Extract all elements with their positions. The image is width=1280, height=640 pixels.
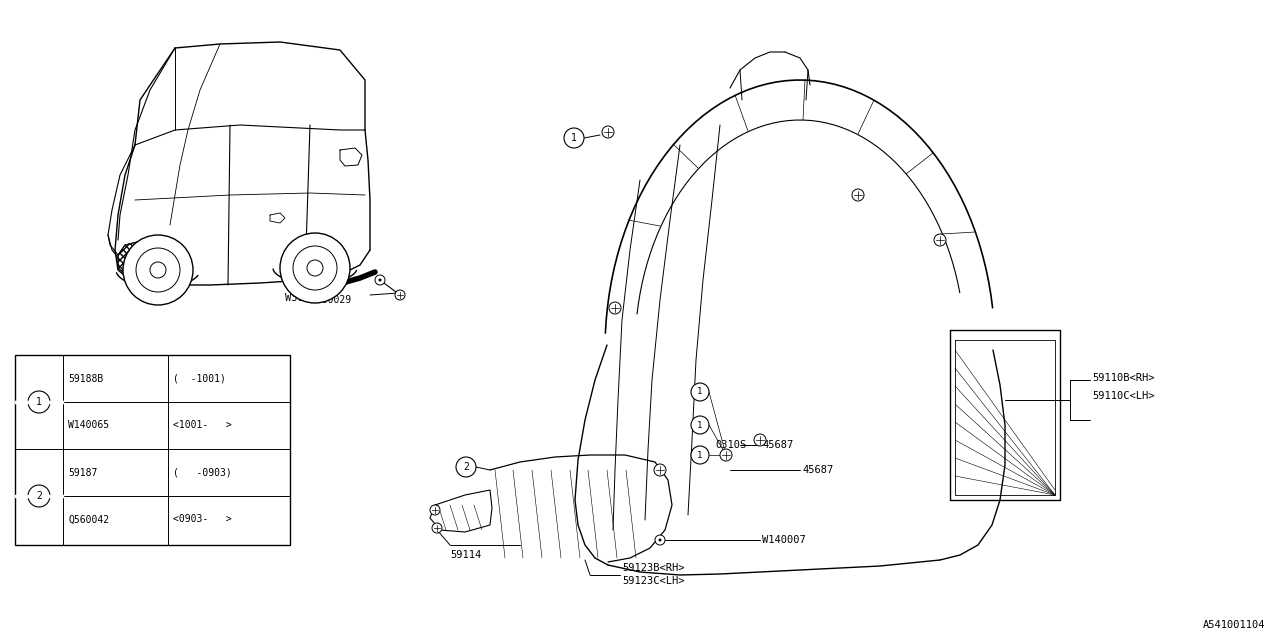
Text: 59114: 59114 <box>451 550 481 560</box>
Polygon shape <box>118 240 175 278</box>
Text: 1: 1 <box>698 451 703 460</box>
Text: 59187: 59187 <box>68 467 97 477</box>
Text: 1: 1 <box>698 420 703 429</box>
Circle shape <box>123 235 193 305</box>
Text: <0903-   >: <0903- > <box>173 515 232 525</box>
Circle shape <box>852 189 864 201</box>
Circle shape <box>609 302 621 314</box>
Text: (   -0903): ( -0903) <box>173 467 232 477</box>
Text: A541001104: A541001104 <box>1202 620 1265 630</box>
Text: 0310S: 0310S <box>716 440 746 450</box>
Text: 45687: 45687 <box>803 465 833 475</box>
Text: (  -1001): ( -1001) <box>173 374 225 383</box>
Circle shape <box>433 523 442 533</box>
Circle shape <box>691 383 709 401</box>
Text: Q560042: Q560042 <box>68 515 109 525</box>
Circle shape <box>658 538 662 541</box>
Text: 59110B<RH>: 59110B<RH> <box>1092 373 1155 383</box>
Text: 59123B<RH>: 59123B<RH> <box>622 563 685 573</box>
Circle shape <box>28 485 50 507</box>
Circle shape <box>280 233 349 303</box>
Text: 1: 1 <box>571 133 577 143</box>
Circle shape <box>934 234 946 246</box>
Circle shape <box>691 416 709 434</box>
Text: 1: 1 <box>698 387 703 397</box>
Circle shape <box>602 126 614 138</box>
Circle shape <box>430 505 440 515</box>
Text: 45687: 45687 <box>762 440 794 450</box>
Text: 2: 2 <box>36 491 42 501</box>
Circle shape <box>456 457 476 477</box>
Text: 59123C<LH>: 59123C<LH> <box>622 576 685 586</box>
Text: 1: 1 <box>36 397 42 407</box>
Circle shape <box>754 434 765 446</box>
Circle shape <box>719 449 732 461</box>
Circle shape <box>564 128 584 148</box>
Text: 59188B: 59188B <box>68 374 104 383</box>
Circle shape <box>396 290 404 300</box>
Text: W140007: W140007 <box>762 535 805 545</box>
Text: 2: 2 <box>463 462 468 472</box>
Circle shape <box>654 464 666 476</box>
Circle shape <box>379 278 381 282</box>
Text: 59110C<LH>: 59110C<LH> <box>1092 391 1155 401</box>
Text: W300029: W300029 <box>285 293 329 303</box>
Circle shape <box>655 535 666 545</box>
Circle shape <box>691 446 709 464</box>
Circle shape <box>375 275 385 285</box>
Text: W300029: W300029 <box>310 295 351 305</box>
Circle shape <box>28 391 50 413</box>
Text: W140065: W140065 <box>68 420 109 431</box>
Text: <1001-   >: <1001- > <box>173 420 232 431</box>
